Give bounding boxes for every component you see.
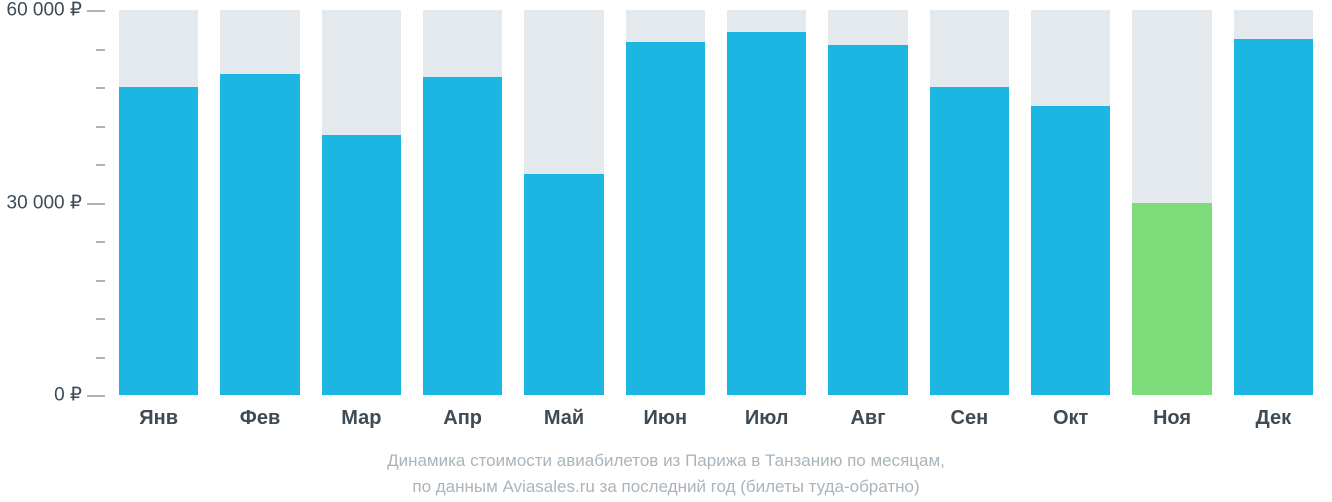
y-major-tick (87, 395, 105, 397)
bar-slot (119, 10, 198, 395)
y-minor-tick (96, 280, 105, 282)
bar (727, 32, 806, 395)
x-axis-label: Окт (1053, 407, 1088, 430)
x-axis-label: Янв (139, 407, 178, 430)
caption-line-1: Динамика стоимости авиабилетов из Парижа… (387, 451, 945, 470)
x-axis-label: Дек (1256, 407, 1292, 430)
y-minor-tick (96, 49, 105, 51)
y-minor-tick (96, 87, 105, 89)
bar-slot (828, 10, 907, 395)
x-axis-label: Сен (951, 407, 989, 430)
bar-slot (626, 10, 705, 395)
bar (930, 87, 1009, 395)
bar-slot (930, 10, 1009, 395)
plot-area: ЯнвФевМарАпрМайИюнИюлАвгСенОктНояДек0 ₽3… (108, 10, 1324, 395)
bar-slot (1031, 10, 1110, 395)
x-axis-label: Апр (443, 407, 482, 430)
chart-caption: Динамика стоимости авиабилетов из Парижа… (0, 448, 1332, 501)
bar (1132, 203, 1211, 396)
bar (524, 174, 603, 395)
bar-slot (524, 10, 603, 395)
y-axis-label: 0 ₽ (54, 384, 82, 407)
price-chart: Янв Фев Мар Апр Май Июн Июл Авг Сен Окт Ноя Дек 0 ₽ 3… (0, 0, 1332, 502)
bar (322, 135, 401, 395)
y-axis-label: 60 000 ₽ (7, 0, 82, 22)
x-axis-label: Ноя (1153, 407, 1191, 430)
y-minor-tick (96, 164, 105, 166)
x-axis-label: Май (544, 407, 584, 430)
x-axis-label: Мар (341, 407, 381, 430)
bar (828, 45, 907, 395)
x-axis-label: Июл (745, 407, 789, 430)
y-axis-label: 30 000 ₽ (7, 191, 82, 214)
y-major-tick (87, 203, 105, 205)
bar-slot (727, 10, 806, 395)
x-axis-label: Июн (644, 407, 688, 430)
bar (220, 74, 299, 395)
caption-line-2: по данным Aviasales.ru за последний год … (412, 477, 919, 496)
y-minor-tick (96, 126, 105, 128)
bar-slot (220, 10, 299, 395)
y-minor-tick (96, 318, 105, 320)
bar-slot (1132, 10, 1211, 395)
y-minor-tick (96, 241, 105, 243)
x-axis-label: Авг (850, 407, 885, 430)
bar-slot (1234, 10, 1313, 395)
bar (1031, 106, 1110, 395)
bar-slot (423, 10, 502, 395)
bar-slot (322, 10, 401, 395)
bar (626, 42, 705, 395)
y-major-tick (87, 10, 105, 12)
y-minor-tick (96, 357, 105, 359)
x-axis-label: Фев (240, 407, 281, 430)
bar (423, 77, 502, 395)
bar (119, 87, 198, 395)
bar (1234, 39, 1313, 395)
